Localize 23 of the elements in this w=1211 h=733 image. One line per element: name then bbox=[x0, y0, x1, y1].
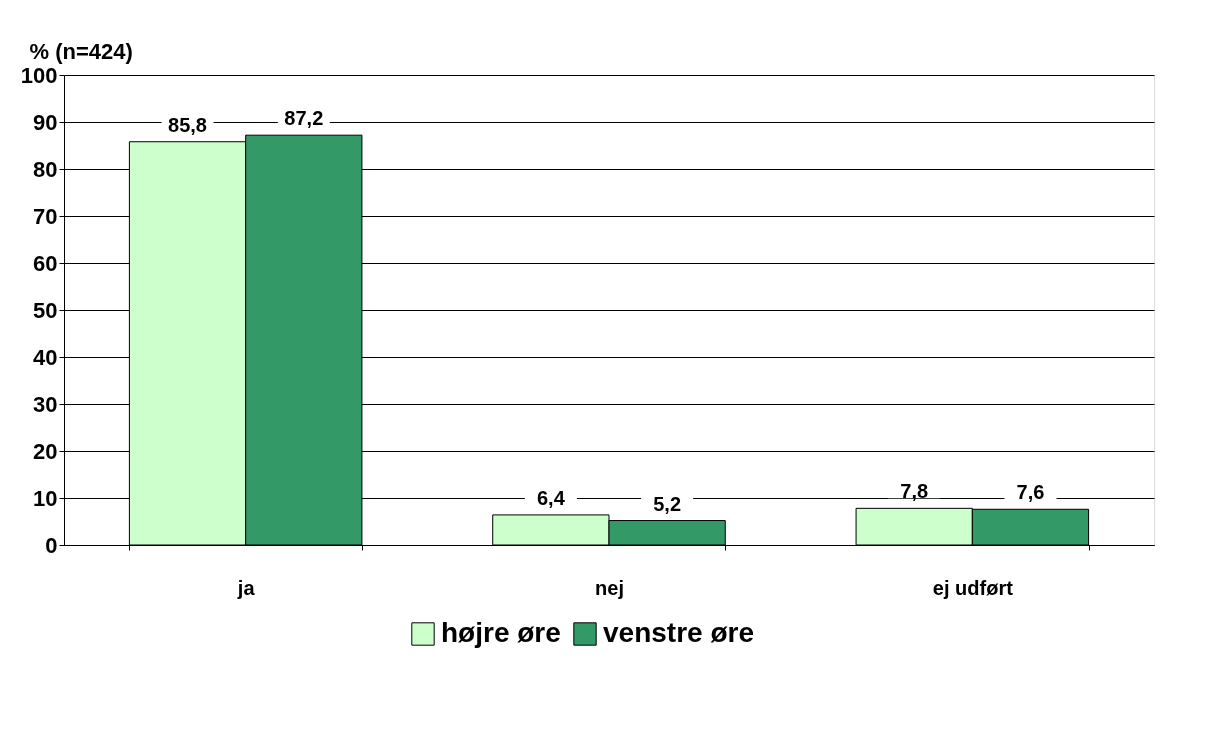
y-tick-label: 60 bbox=[33, 250, 58, 276]
y-tick-label: 80 bbox=[33, 156, 58, 182]
legend-label: højre øre bbox=[441, 617, 561, 648]
x-tick-label: ja bbox=[236, 576, 256, 599]
data-label: 87,2 bbox=[284, 107, 324, 130]
y-tick-label: 40 bbox=[33, 344, 58, 370]
data-label: 5,2 bbox=[653, 492, 682, 515]
y-tick-label: 50 bbox=[33, 297, 58, 323]
data-label: 6,4 bbox=[536, 486, 566, 509]
legend-label: venstre øre bbox=[603, 617, 754, 648]
y-tick-label: 20 bbox=[33, 438, 58, 464]
y-tick-label: 10 bbox=[33, 485, 58, 511]
y-tick-label: 90 bbox=[33, 109, 58, 135]
y-axis-title: % (n=424) bbox=[29, 38, 133, 64]
y-tick-label: 30 bbox=[33, 391, 58, 417]
data-label: 7,6 bbox=[1016, 481, 1045, 504]
data-label: 85,8 bbox=[168, 113, 207, 136]
y-tick-label: 100 bbox=[20, 62, 58, 88]
x-tick-label: ej udført bbox=[932, 576, 1014, 599]
data-label: 7,8 bbox=[900, 480, 929, 503]
y-tick-label: 0 bbox=[45, 532, 58, 558]
x-tick-label: nej bbox=[595, 576, 624, 599]
y-tick-label: 70 bbox=[33, 203, 58, 229]
